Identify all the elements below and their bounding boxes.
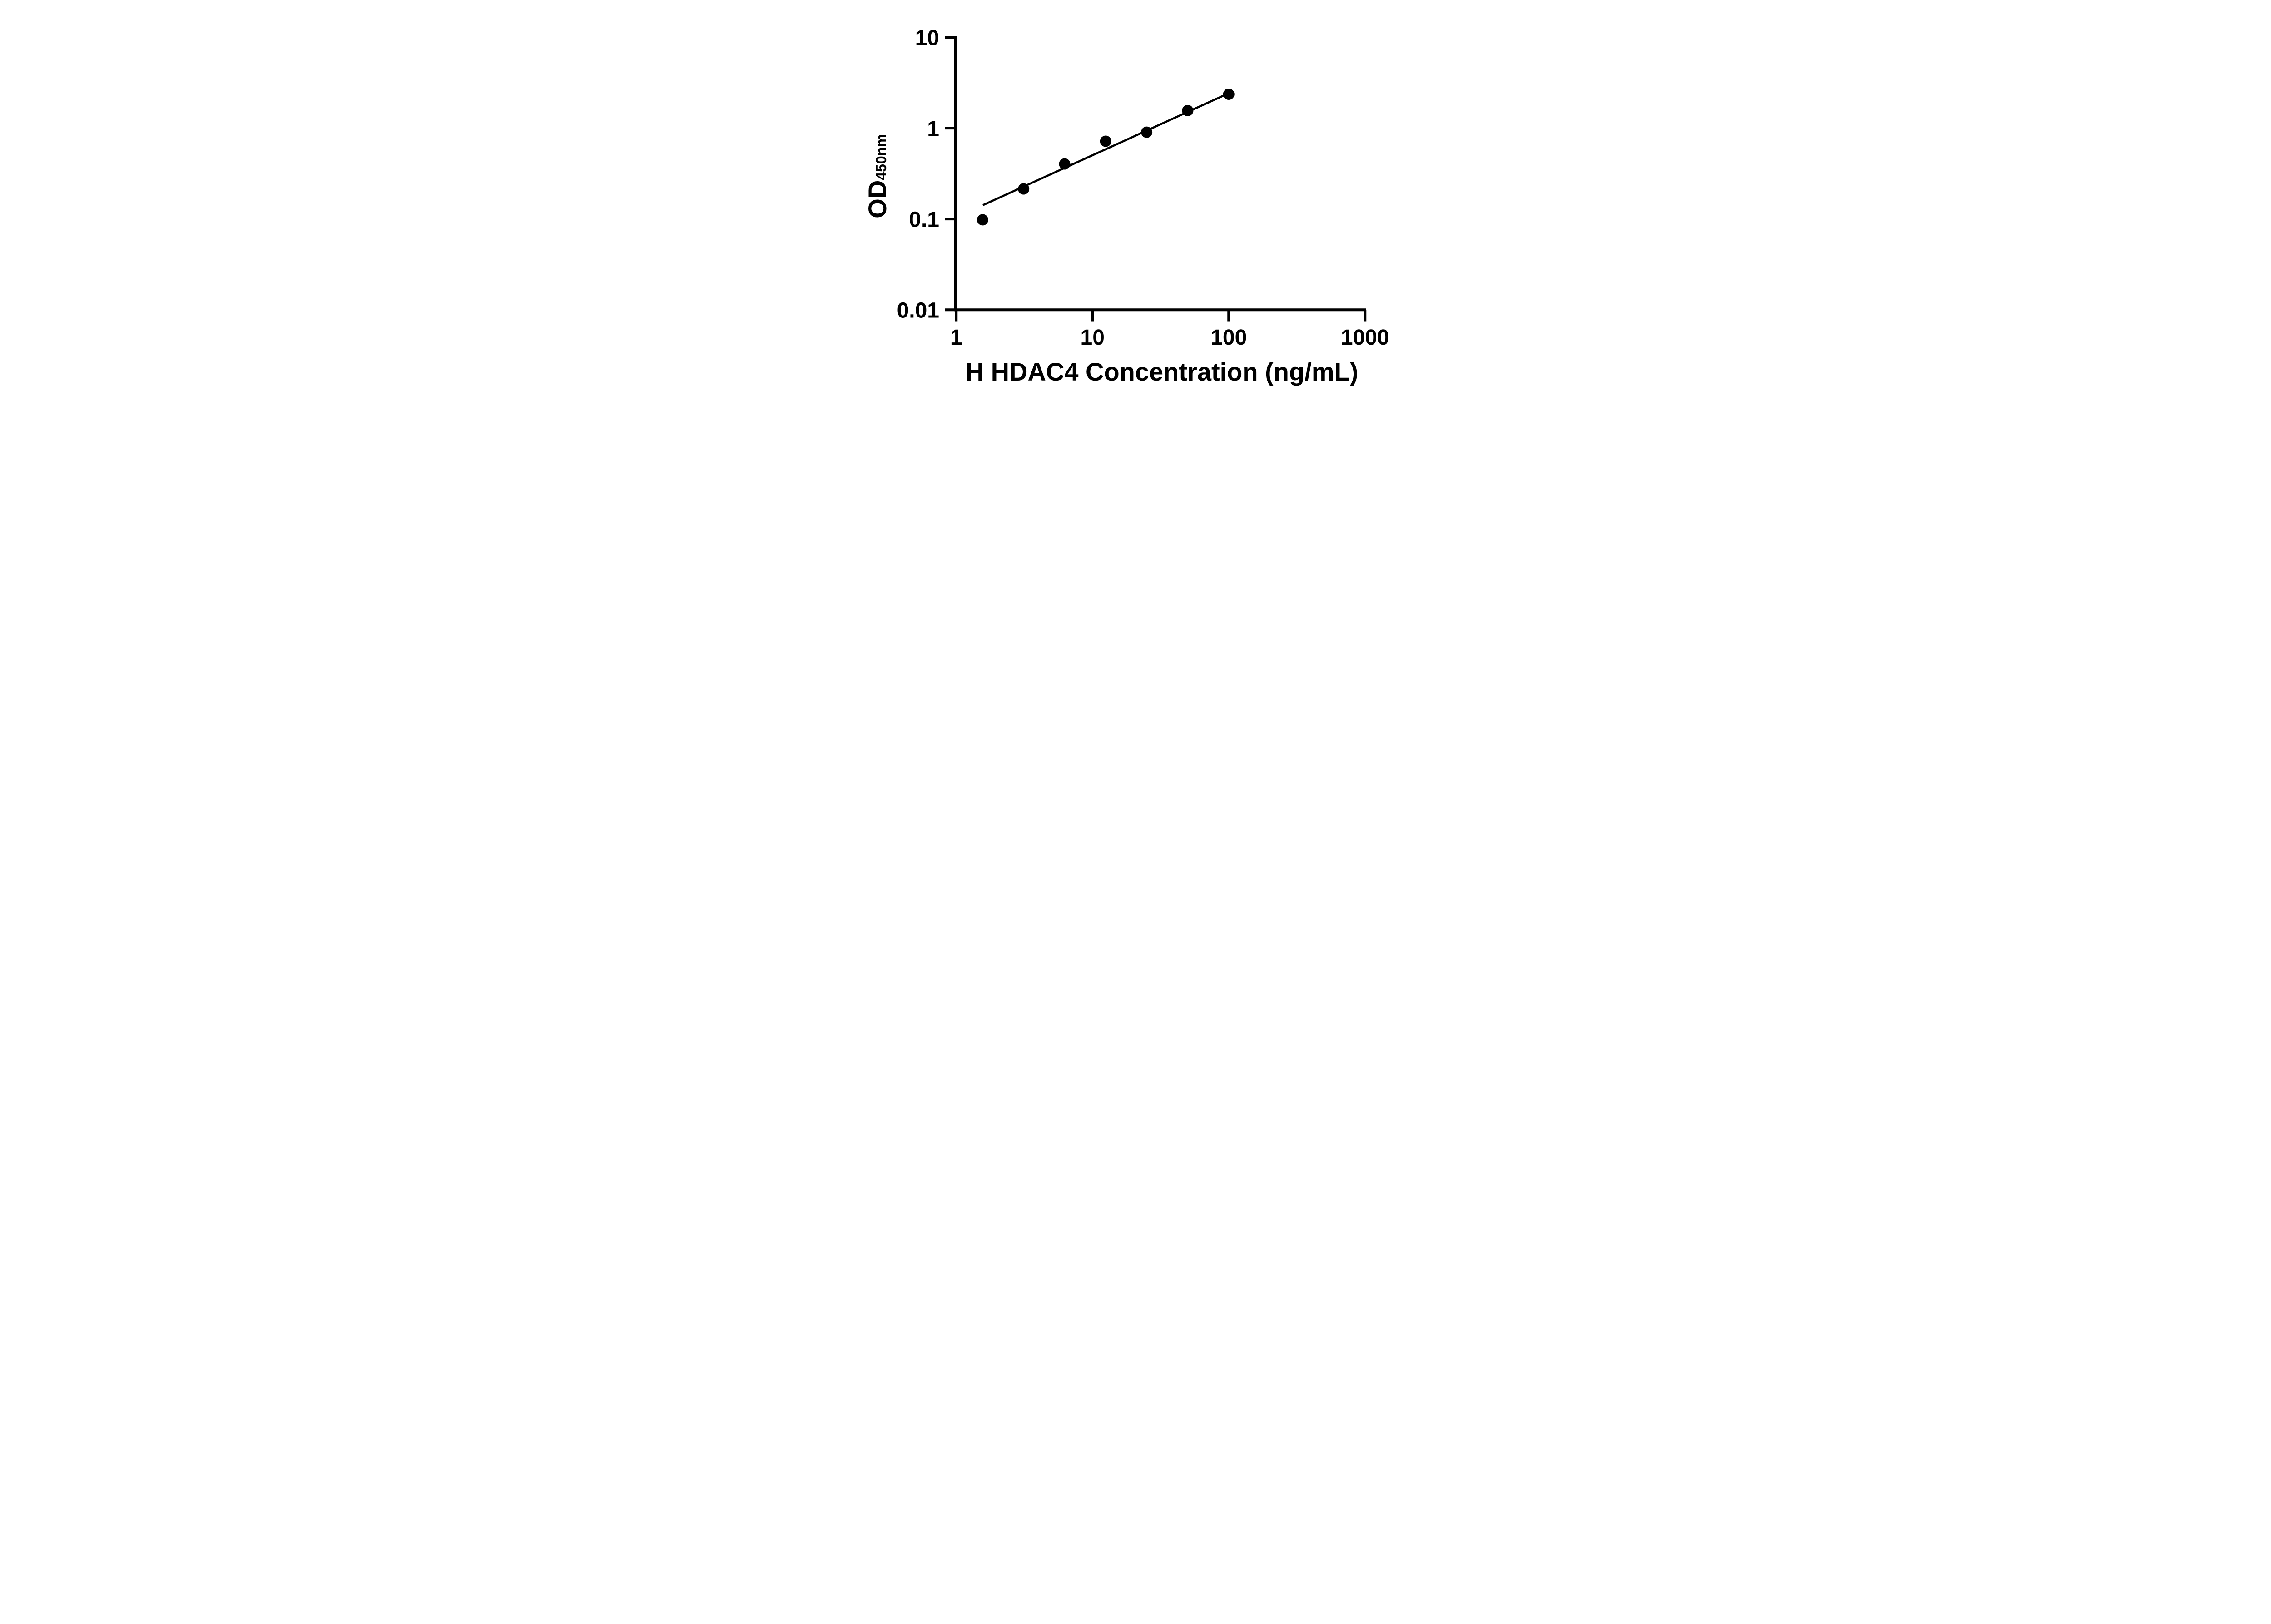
plot-background [842, 0, 1429, 406]
data-point-4 [1140, 126, 1152, 138]
x-tick-label-1000: 1000 [1340, 326, 1389, 350]
x-tick-label-1: 1 [950, 326, 962, 350]
y-axis-title-subscript: 450nm [873, 134, 889, 180]
data-point-5 [1181, 104, 1193, 116]
y-axis-title: OD450nm [863, 134, 892, 218]
data-point-6 [1223, 88, 1235, 100]
elisa-standard-curve-figure: 10 1 0.1 0.01 1 10 100 1000 H HDAC4 Concentratio… [842, 0, 1429, 406]
y-tick-label-1: 1 [927, 117, 939, 141]
scatter-chart: 10 1 0.1 0.01 1 10 100 1000 H HDAC4 Concentratio… [842, 0, 1429, 406]
y-tick-label-10: 10 [915, 26, 939, 50]
data-point-3 [1100, 135, 1111, 147]
data-point-1 [1017, 183, 1029, 195]
x-tick-label-100: 100 [1210, 326, 1247, 350]
data-point-2 [1059, 158, 1071, 170]
y-tick-label-0.01: 0.01 [897, 299, 939, 323]
x-axis-title: H HDAC4 Concentration (ng/mL) [965, 357, 1358, 386]
data-point-0 [977, 214, 988, 226]
x-tick-label-10: 10 [1080, 326, 1104, 350]
y-axis-title-main: OD [863, 180, 892, 218]
y-tick-label-0.1: 0.1 [909, 208, 939, 232]
